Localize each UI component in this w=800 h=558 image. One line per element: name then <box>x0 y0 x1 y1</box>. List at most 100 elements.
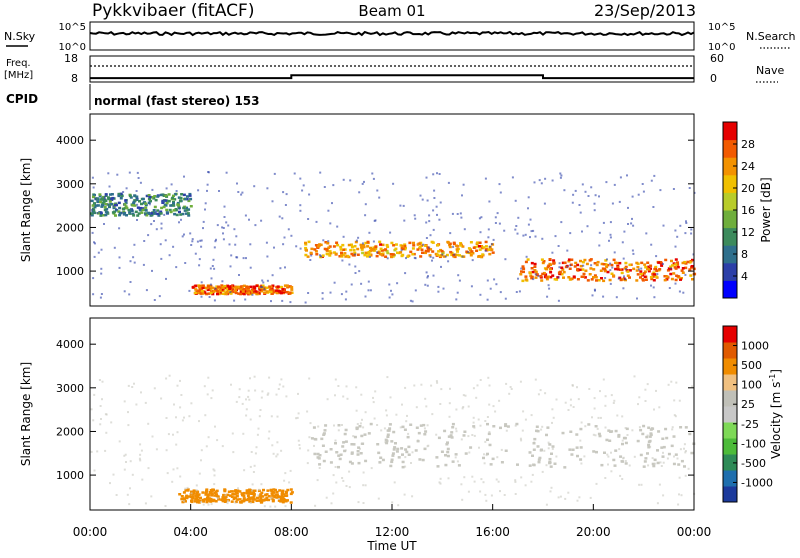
vel-heat-cell <box>196 498 200 502</box>
power-heat-cell <box>479 293 482 296</box>
vel-heat-cell <box>435 456 439 459</box>
vel-heat-cell <box>508 392 511 395</box>
power-heat-cell <box>228 287 232 290</box>
vel-heat-cell <box>557 496 560 499</box>
power-heat-cell <box>666 269 670 272</box>
power-heat-cell <box>174 208 178 212</box>
vel-heat-cell <box>448 402 451 405</box>
power-heat-cell <box>343 248 347 251</box>
power-heat-cell <box>479 231 482 234</box>
power-heat-cell <box>620 268 624 271</box>
power-heat-cell <box>432 209 435 212</box>
power-heat-cell <box>426 247 430 251</box>
power-heat-cell <box>168 208 172 212</box>
vel-heat-cell <box>258 488 261 491</box>
power-heat-cell <box>165 277 167 280</box>
vel-heat-cell <box>195 489 198 492</box>
power-heat-cell <box>665 275 669 278</box>
vel-heat-cell <box>357 461 361 465</box>
power-heat-cell <box>99 296 102 299</box>
power-heat-cell <box>653 267 657 271</box>
vel-heat-cell <box>569 404 572 407</box>
power-heat-cell <box>654 265 658 269</box>
power-heat-cell <box>150 196 154 199</box>
power-heat-cell <box>93 255 96 258</box>
power-heat-cell <box>315 253 319 256</box>
vel-heat-cell <box>531 454 534 457</box>
power-heat-cell <box>531 270 535 274</box>
vel-heat-cell <box>604 404 607 407</box>
vel-heat-cell <box>201 498 205 502</box>
vel-heat-cell <box>580 462 583 465</box>
power-heat-cell <box>234 243 237 246</box>
vel-heat-cell <box>246 494 250 498</box>
power-heat-cell <box>253 286 257 290</box>
power-heat-cell <box>649 276 653 279</box>
power-heat-cell <box>426 199 429 202</box>
power-heat-cell <box>321 292 324 295</box>
power-heat-cell <box>403 244 407 248</box>
power-heat-cell <box>338 255 342 258</box>
power-heat-cell <box>230 254 233 257</box>
vel-heat-cell <box>492 405 495 408</box>
vel-heat-cell <box>548 460 552 464</box>
vel-heat-cell <box>248 398 251 401</box>
vel-heat-cell <box>647 426 651 429</box>
power-heat-cell <box>320 255 322 258</box>
power-heat-cell <box>429 234 432 237</box>
power-heat-cell <box>374 245 378 249</box>
power-heat-cell <box>197 285 201 289</box>
power-heat-cell <box>551 274 555 277</box>
power-heat-cell <box>381 243 385 247</box>
vel-heat-cell <box>269 488 273 492</box>
power-heat-cell <box>208 296 211 298</box>
power-heat-cell <box>458 254 461 257</box>
vel-heat-cell <box>281 496 285 499</box>
power-heat-cell <box>245 285 249 289</box>
vel-heat-cell <box>520 476 523 479</box>
power-heat-cell <box>487 248 491 251</box>
vel-heat-cell <box>519 380 522 383</box>
vel-heat-cell <box>112 473 115 476</box>
power-heat-cell <box>632 224 635 227</box>
power-cbar-swatch <box>723 157 737 176</box>
vel-heat-cell <box>195 497 199 500</box>
power-heat-cell <box>625 269 629 272</box>
vel-heat-cell <box>598 434 602 438</box>
power-heat-cell <box>128 293 131 296</box>
power-heat-cell <box>618 261 622 265</box>
power-heat-cell <box>561 268 565 271</box>
power-heat-cell <box>322 239 325 242</box>
power-heat-cell <box>285 291 289 294</box>
power-heat-cell <box>448 242 452 245</box>
power-heat-cell <box>148 197 152 201</box>
power-heat-cell <box>374 247 378 251</box>
power-heat-cell <box>235 235 238 238</box>
velocity-label-exponent: -1 <box>768 374 777 382</box>
vel-heat-cell <box>202 500 206 503</box>
power-heat-cell <box>331 202 333 205</box>
vel-heat-cell <box>259 501 263 504</box>
power-heat-cell <box>362 245 366 249</box>
power-heat-cell <box>617 277 620 280</box>
power-heat-cell <box>144 213 146 216</box>
vel-heat-cell <box>207 376 210 379</box>
power-heat-cell <box>237 191 240 193</box>
vel-heat-cell <box>165 417 168 419</box>
vel-cbar-swatch <box>723 342 737 359</box>
vel-heat-cell <box>385 414 388 417</box>
vel-heat-cell <box>446 454 450 458</box>
vel-heat-cell <box>411 495 414 498</box>
power-heat-cell <box>681 271 685 274</box>
x-tick-label: 20:00 <box>576 525 611 539</box>
power-heat-cell <box>207 171 210 173</box>
power-heat-cell <box>209 291 213 295</box>
vel-heat-cell <box>455 408 458 411</box>
power-heat-cell <box>344 255 348 258</box>
vel-heat-cell <box>333 424 335 427</box>
vel-heat-cell <box>439 482 442 485</box>
power-heat-cell <box>425 176 428 179</box>
vel-heat-cell <box>212 488 215 492</box>
power-cbar-tick-label: 16 <box>741 204 755 217</box>
power-heat-cell <box>100 197 104 200</box>
